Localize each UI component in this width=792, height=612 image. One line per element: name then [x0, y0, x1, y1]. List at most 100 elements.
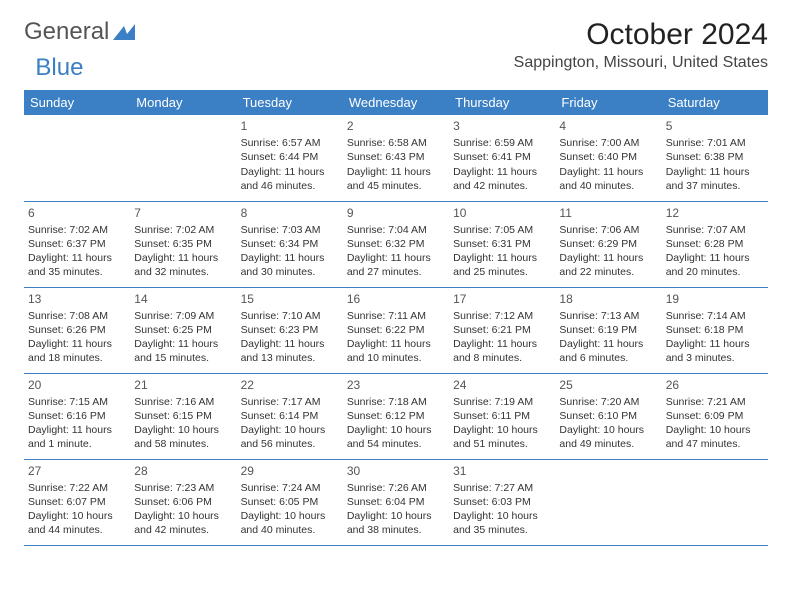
logo: General [24, 18, 115, 46]
day-details: Sunrise: 7:22 AMSunset: 6:07 PMDaylight:… [28, 481, 126, 538]
day-details: Sunrise: 7:03 AMSunset: 6:34 PMDaylight:… [241, 223, 339, 280]
day-details: Sunrise: 7:24 AMSunset: 6:05 PMDaylight:… [241, 481, 339, 538]
calendar-day: 26 Sunrise: 7:21 AMSunset: 6:09 PMDayligh… [662, 373, 768, 459]
day-number: 6 [28, 205, 126, 221]
logo-mark-icon [113, 24, 135, 40]
calendar-week: 6 Sunrise: 7:02 AMSunset: 6:37 PMDaylight… [24, 201, 768, 287]
day-details: Sunrise: 7:21 AMSunset: 6:09 PMDaylight:… [666, 395, 764, 452]
day-details: Sunrise: 7:23 AMSunset: 6:06 PMDaylight:… [134, 481, 232, 538]
day-details: Sunrise: 6:59 AMSunset: 6:41 PMDaylight:… [453, 136, 551, 193]
day-details: Sunrise: 7:17 AMSunset: 6:14 PMDaylight:… [241, 395, 339, 452]
day-details: Sunrise: 7:26 AMSunset: 6:04 PMDaylight:… [347, 481, 445, 538]
day-number: 29 [241, 463, 339, 479]
calendar-week: 13 Sunrise: 7:08 AMSunset: 6:26 PMDayligh… [24, 287, 768, 373]
day-details: Sunrise: 7:04 AMSunset: 6:32 PMDaylight:… [347, 223, 445, 280]
calendar-empty [555, 459, 661, 545]
day-details: Sunrise: 7:14 AMSunset: 6:18 PMDaylight:… [666, 309, 764, 366]
day-number: 20 [28, 377, 126, 393]
day-number: 2 [347, 118, 445, 134]
calendar-day: 27 Sunrise: 7:22 AMSunset: 6:07 PMDayligh… [24, 459, 130, 545]
day-details: Sunrise: 6:58 AMSunset: 6:43 PMDaylight:… [347, 136, 445, 193]
day-number: 22 [241, 377, 339, 393]
calendar-week: 20 Sunrise: 7:15 AMSunset: 6:16 PMDayligh… [24, 373, 768, 459]
calendar-day: 21 Sunrise: 7:16 AMSunset: 6:15 PMDayligh… [130, 373, 236, 459]
calendar-day: 10 Sunrise: 7:05 AMSunset: 6:31 PMDayligh… [449, 201, 555, 287]
calendar-empty [24, 115, 130, 201]
day-number: 11 [559, 205, 657, 221]
day-number: 18 [559, 291, 657, 307]
calendar-day: 8Sunrise: 7:03 AMSunset: 6:34 PMDaylight… [237, 201, 343, 287]
day-number: 24 [453, 377, 551, 393]
weekday-header: Friday [555, 90, 661, 115]
weekday-header: Monday [130, 90, 236, 115]
day-number: 31 [453, 463, 551, 479]
location-text: Sappington, Missouri, United States [514, 54, 768, 72]
day-details: Sunrise: 7:01 AMSunset: 6:38 PMDaylight:… [666, 136, 764, 193]
calendar-day: 16Sunrise: 7:11 AMSunset: 6:22 PMDayligh… [343, 287, 449, 373]
calendar-day: 28Sunrise: 7:23 AMSunset: 6:06 PMDayligh… [130, 459, 236, 545]
calendar-day: 30 Sunrise: 7:26 AMSunset: 6:04 PMDayligh… [343, 459, 449, 545]
calendar-head: SundayMondayTuesdayWednesdayThursdayFrid… [24, 90, 768, 115]
day-number: 21 [134, 377, 232, 393]
day-number: 27 [28, 463, 126, 479]
day-details: Sunrise: 7:12 AMSunset: 6:21 PMDaylight:… [453, 309, 551, 366]
calendar-day: 5 Sunrise: 7:01 AMSunset: 6:38 PMDaylight… [662, 115, 768, 201]
day-details: Sunrise: 7:19 AMSunset: 6:11 PMDaylight:… [453, 395, 551, 452]
calendar-day: 1 Sunrise: 6:57 AMSunset: 6:44 PMDaylight… [237, 115, 343, 201]
day-number: 15 [241, 291, 339, 307]
day-number: 5 [666, 118, 764, 134]
day-number: 10 [453, 205, 551, 221]
calendar-day: 24 Sunrise: 7:19 AMSunset: 6:11 PMDayligh… [449, 373, 555, 459]
day-details: Sunrise: 7:10 AMSunset: 6:23 PMDaylight:… [241, 309, 339, 366]
calendar-empty [662, 459, 768, 545]
day-details: Sunrise: 7:20 AMSunset: 6:10 PMDaylight:… [559, 395, 657, 452]
weekday-row: SundayMondayTuesdayWednesdayThursdayFrid… [24, 90, 768, 115]
calendar-day: 9 Sunrise: 7:04 AMSunset: 6:32 PMDaylight… [343, 201, 449, 287]
day-details: Sunrise: 7:05 AMSunset: 6:31 PMDaylight:… [453, 223, 551, 280]
calendar-day: 23 Sunrise: 7:18 AMSunset: 6:12 PMDayligh… [343, 373, 449, 459]
calendar-day: 12Sunrise: 7:07 AMSunset: 6:28 PMDayligh… [662, 201, 768, 287]
day-details: Sunrise: 7:16 AMSunset: 6:15 PMDaylight:… [134, 395, 232, 452]
day-details: Sunrise: 7:11 AMSunset: 6:22 PMDaylight:… [347, 309, 445, 366]
day-details: Sunrise: 7:02 AMSunset: 6:35 PMDaylight:… [134, 223, 232, 280]
day-number: 4 [559, 118, 657, 134]
day-details: Sunrise: 7:06 AMSunset: 6:29 PMDaylight:… [559, 223, 657, 280]
day-number: 1 [241, 118, 339, 134]
day-details: Sunrise: 7:15 AMSunset: 6:16 PMDaylight:… [28, 395, 126, 452]
day-number: 23 [347, 377, 445, 393]
day-details: Sunrise: 7:07 AMSunset: 6:28 PMDaylight:… [666, 223, 764, 280]
day-number: 13 [28, 291, 126, 307]
day-number: 26 [666, 377, 764, 393]
weekday-header: Tuesday [237, 90, 343, 115]
logo-text-general: General [24, 18, 109, 46]
day-details: Sunrise: 6:57 AMSunset: 6:44 PMDaylight:… [241, 136, 339, 193]
day-number: 7 [134, 205, 232, 221]
calendar-day: 7 Sunrise: 7:02 AMSunset: 6:35 PMDaylight… [130, 201, 236, 287]
month-title: October 2024 [514, 18, 768, 52]
day-details: Sunrise: 7:13 AMSunset: 6:19 PMDaylight:… [559, 309, 657, 366]
calendar-day: 18 Sunrise: 7:13 AMSunset: 6:19 PMDayligh… [555, 287, 661, 373]
calendar-body: 1 Sunrise: 6:57 AMSunset: 6:44 PMDaylight… [24, 115, 768, 545]
day-details: Sunrise: 7:18 AMSunset: 6:12 PMDaylight:… [347, 395, 445, 452]
weekday-header: Saturday [662, 90, 768, 115]
logo-text-blue: Blue [35, 54, 83, 82]
weekday-header: Wednesday [343, 90, 449, 115]
day-details: Sunrise: 7:00 AMSunset: 6:40 PMDaylight:… [559, 136, 657, 193]
day-number: 3 [453, 118, 551, 134]
calendar-day: 6 Sunrise: 7:02 AMSunset: 6:37 PMDaylight… [24, 201, 130, 287]
calendar-table: SundayMondayTuesdayWednesdayThursdayFrid… [24, 90, 768, 546]
day-details: Sunrise: 7:08 AMSunset: 6:26 PMDaylight:… [28, 309, 126, 366]
day-number: 19 [666, 291, 764, 307]
day-details: Sunrise: 7:02 AMSunset: 6:37 PMDaylight:… [28, 223, 126, 280]
calendar-day: 31Sunrise: 7:27 AMSunset: 6:03 PMDayligh… [449, 459, 555, 545]
day-number: 9 [347, 205, 445, 221]
weekday-header: Sunday [24, 90, 130, 115]
calendar-day: 4 Sunrise: 7:00 AMSunset: 6:40 PMDaylight… [555, 115, 661, 201]
calendar-week: 27 Sunrise: 7:22 AMSunset: 6:07 PMDayligh… [24, 459, 768, 545]
weekday-header: Thursday [449, 90, 555, 115]
day-number: 30 [347, 463, 445, 479]
day-number: 25 [559, 377, 657, 393]
calendar-day: 19 Sunrise: 7:14 AMSunset: 6:18 PMDayligh… [662, 287, 768, 373]
calendar-day: 29 Sunrise: 7:24 AMSunset: 6:05 PMDayligh… [237, 459, 343, 545]
calendar-day: 3 Sunrise: 6:59 AMSunset: 6:41 PMDaylight… [449, 115, 555, 201]
